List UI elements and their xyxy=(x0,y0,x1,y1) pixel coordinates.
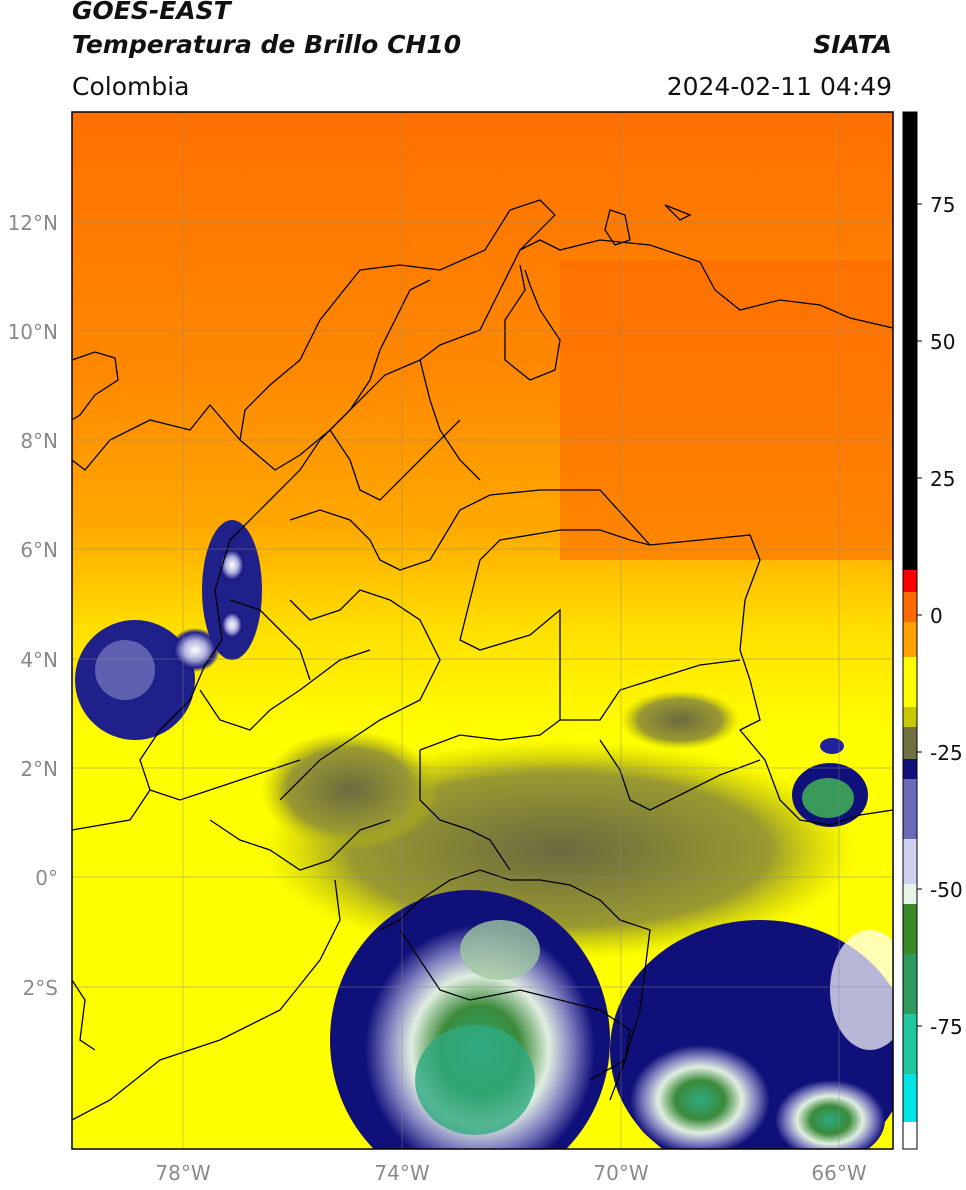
region-label: Colombia xyxy=(72,72,190,101)
gridlines xyxy=(72,112,893,1149)
lat-tick: 4°N xyxy=(20,648,58,672)
lon-tick: 70°W xyxy=(593,1161,648,1185)
colorbar-tick: -75 xyxy=(930,1015,963,1039)
colorbar-tick: 25 xyxy=(930,467,955,491)
satellite-imagery xyxy=(72,112,893,1149)
product-title: Temperatura de Brillo CH10 xyxy=(72,30,462,59)
colorbar-tick: 75 xyxy=(930,193,955,217)
lon-tick: 78°W xyxy=(155,1161,210,1185)
organization-label: SIATA xyxy=(813,30,892,59)
lat-tick: 0° xyxy=(35,866,58,890)
lat-tick: 12°N xyxy=(8,211,58,235)
lon-tick: 66°W xyxy=(811,1161,866,1185)
colorbar-tick: -50 xyxy=(930,878,963,902)
lat-tick: 2°N xyxy=(20,757,58,781)
lat-tick-labels: 12°N 10°N 8°N 6°N 4°N 2°N 0° 2°S xyxy=(8,211,58,1000)
colorbar-tick: 50 xyxy=(930,330,955,354)
lat-tick: 10°N xyxy=(8,320,58,344)
lon-tick-labels: 78°W 74°W 70°W 66°W xyxy=(155,1161,866,1185)
colorbar-tick: -25 xyxy=(930,741,963,765)
datetime-label: 2024-02-11 04:49 xyxy=(666,72,892,101)
colorbar: 75 50 25 0 -25 -50 -75 xyxy=(902,111,963,1150)
colorbar-tick: 0 xyxy=(930,604,943,628)
satellite-name: GOES-EAST xyxy=(72,0,231,25)
lat-tick: 2°S xyxy=(23,976,58,1000)
country-borders xyxy=(72,199,893,1121)
map-frame xyxy=(71,111,894,1150)
lat-tick: 8°N xyxy=(20,429,58,453)
lon-tick: 74°W xyxy=(374,1161,429,1185)
lat-tick: 6°N xyxy=(20,538,58,562)
